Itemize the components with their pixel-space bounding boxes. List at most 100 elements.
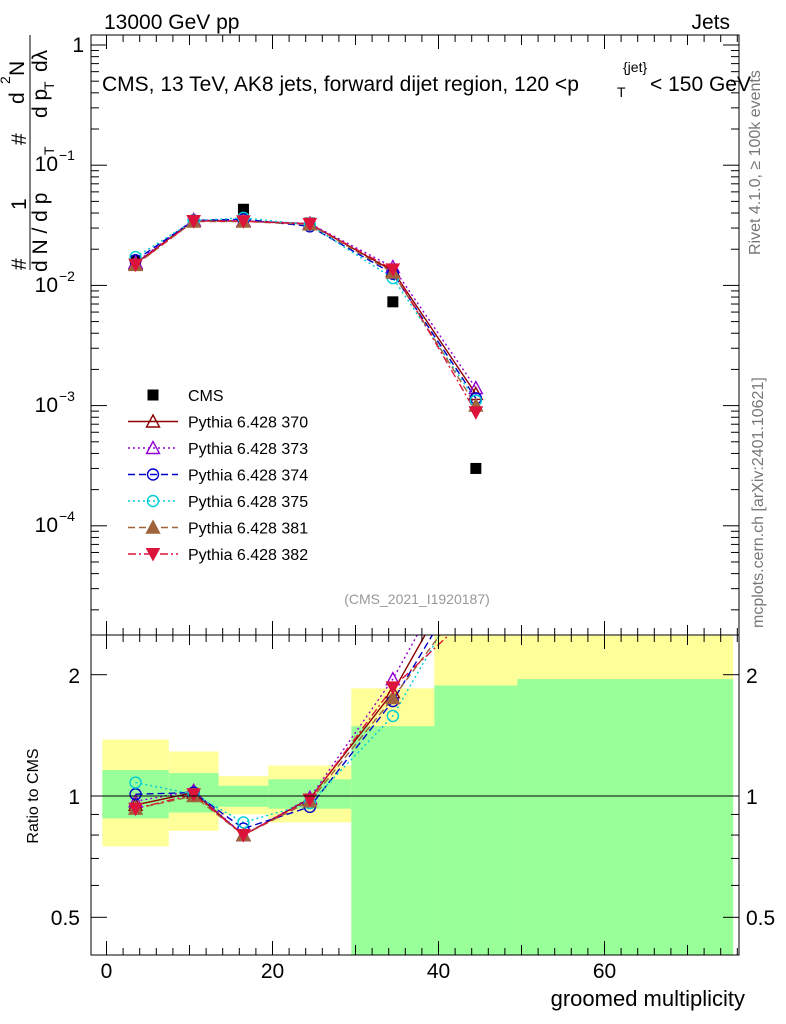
main-point-6-0 [128,258,143,273]
y-tick-label-1: 1 [72,34,84,57]
y-tick-label-1e-4: 10 [35,514,58,537]
main-line-5 [135,220,477,406]
y-label-hash-1: # [8,258,31,270]
legend-label: Pythia 6.428 375 [188,494,308,511]
legend-label: Pythia 6.428 381 [188,521,308,538]
main-point-cms-5 [470,462,482,474]
y-tick-label-1e-3: 10 [35,394,58,417]
main-point-cms-4 [387,296,399,308]
ratio-y-tick-2: 2 [68,665,80,688]
y-tick-label-1e-1: 10 [35,153,58,176]
y-label-dpT: d p [29,89,52,118]
x-tick-label: 60 [593,960,616,983]
x-tick-labels: 0 20 40 60 [101,960,617,983]
ratio-series [127,635,450,843]
y-label-dlambda: dλ [29,49,52,72]
y-label-d2N-exp: 2 [0,76,13,84]
y-label-d2N-d: d [6,92,29,104]
ratio-line-1 [135,635,419,836]
main-point-6-5 [468,406,484,420]
ratio-line-4 [135,635,441,836]
y-label-dpT-sub: T [41,81,57,90]
ratio-point-2-0 [129,788,142,801]
legend-item: Pythia 6.428 374 [128,468,308,485]
main-line-4 [135,217,477,402]
y-tick-exp-1e-4: −4 [59,508,75,524]
legend-marker [145,519,161,534]
y-label-d2N-N: N [6,61,29,76]
y-tick-label-1e-2: 10 [35,274,58,297]
y-label-one: 1 [8,198,31,210]
main-line-2 [135,219,477,389]
legend: CMS Pythia 6.428 370 Pythia 6.428 373 Pythi… [128,388,308,564]
ratio-point-5-4 [385,681,401,695]
ratio-y-tick-labels-right: 2 1 0.5 [746,665,775,930]
analysis-watermark: (CMS_2021_I1920187) [344,591,490,607]
legend-marker [145,548,161,562]
legend-label: Pythia 6.428 382 [188,547,308,564]
legend-label: Pythia 6.428 373 [188,441,308,458]
ratio-y-tick-1: 1 [68,786,80,809]
header-left-label: 13000 GeV pp [104,11,239,34]
x-tick-label: 40 [427,960,450,983]
legend-label: Pythia 6.428 374 [188,468,308,485]
main-line-6 [135,220,477,413]
main-plot-frame [90,34,740,636]
title-sub: T [617,84,626,100]
main-point-2-5 [468,380,484,395]
y-label-dN-dpT-sub: T [41,146,57,155]
title-sup: {jet} [623,59,647,75]
title-end: < 150 GeV [650,73,751,96]
rivet-version-label: Rivet 4.1.0, ≥ 100k events [747,70,764,255]
ratio-point-5-1 [186,788,201,802]
ratio-plot-frame [90,634,740,956]
main-point-6-1 [186,215,201,229]
main-point-6-3 [302,218,318,232]
x-axis-label: groomed multiplicity [551,986,745,1011]
mcplots-label: mcplots.cern.ch [arXiv:2401.10621] [750,377,767,628]
ratio-point-5-3 [302,793,318,808]
legend-label: Pythia 6.428 370 [188,415,308,432]
y-tick-exp-1e-2: −2 [59,268,75,284]
ratio-y-axis-label: Ratio to CMS [25,748,42,843]
main-point-6-4 [385,263,401,277]
ratio-y-tick-labels-left: 2 1 0.5 [51,665,80,930]
main-title: CMS, 13 TeV, AK8 jets, forward dijet reg… [102,59,751,100]
y-label-hash-2: # [8,133,31,145]
main-point-6-2 [236,215,251,229]
ratio-axis-ticks [91,635,739,955]
main-y-tick-labels: 1 10 −1 10 −2 10 −3 10 −4 [35,34,84,537]
ratio-point-3-4 [386,709,400,723]
y-tick-exp-1e-1: −1 [59,147,75,163]
legend-item: Pythia 6.428 382 [128,547,308,564]
main-point-cms-2 [237,203,249,215]
main-axis-ticks [91,35,739,635]
ratio-point-3-0 [129,776,142,789]
main-series-markers [127,203,484,474]
ratio-line-5 [135,635,450,836]
legend-item: Pythia 6.428 370 [128,413,308,432]
legend-marker [146,494,160,508]
legend-item: Pythia 6.428 373 [128,440,308,458]
ratio-y-tick-1-right: 1 [746,786,758,809]
header-right-label: Jets [691,11,730,34]
main-line-3 [135,218,477,399]
x-tick-label: 0 [101,960,113,983]
ratio-y-tick-0-5-right: 0.5 [746,907,775,930]
ratio-point-5-0 [128,802,143,817]
legend-marker [145,440,161,455]
legend-marker [146,468,160,481]
ratio-plot-panel [90,634,740,956]
main-line-1 [135,219,477,395]
ratio-band-green [517,679,734,955]
ratio-band-green [351,726,435,955]
main-y-axis-label: # 1 d N / d p T # d p T d 2 N dλ [0,35,57,272]
ratio-line-3 [135,635,441,824]
ratio-series-lines [135,635,450,836]
title-text: CMS, 13 TeV, AK8 jets, forward dijet reg… [102,73,579,96]
legend-item: Pythia 6.428 375 [128,494,308,511]
legend-item: Pythia 6.428 381 [128,519,308,538]
ratio-y-tick-2-right: 2 [746,665,758,688]
y-tick-exp-1e-3: −3 [59,388,75,404]
